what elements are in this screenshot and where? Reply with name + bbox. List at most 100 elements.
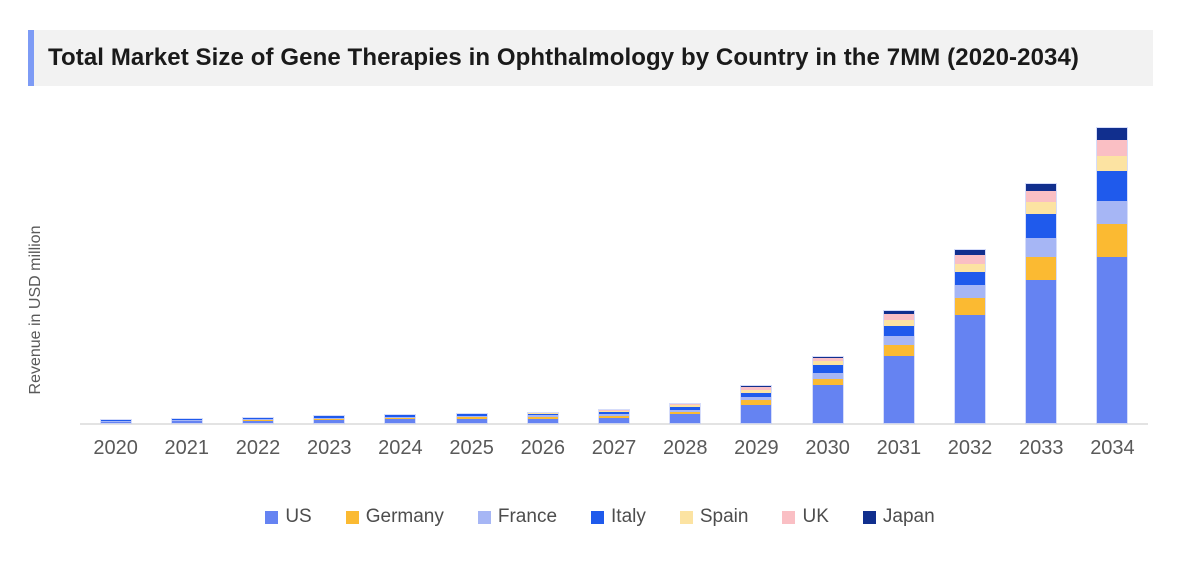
- bar-segment-us-2029[interactable]: [741, 405, 772, 423]
- stacked-bar-2033[interactable]: [1025, 183, 1058, 424]
- bar-segment-japan-2029[interactable]: [741, 386, 772, 387]
- legend-item-japan[interactable]: Japan: [862, 506, 935, 528]
- bar-segment-france-2021[interactable]: [171, 419, 202, 421]
- bar-segment-germany-2026[interactable]: [527, 416, 558, 419]
- bar-segment-us-2032[interactable]: [955, 315, 986, 423]
- stacked-bar-2023[interactable]: [313, 415, 346, 424]
- stacked-bar-2020[interactable]: [99, 419, 132, 424]
- bar-segment-germany-2028[interactable]: [670, 411, 701, 414]
- bar-segment-italy-2020[interactable]: [100, 420, 131, 421]
- bar-segment-italy-2026[interactable]: [527, 413, 558, 416]
- bar-segment-spain-2028[interactable]: [670, 405, 701, 407]
- bar-segment-us-2031[interactable]: [883, 356, 914, 423]
- bar-segment-uk-2027[interactable]: [599, 410, 630, 411]
- stacked-bar-2026[interactable]: [526, 412, 559, 424]
- legend-item-germany[interactable]: Germany: [345, 506, 444, 528]
- stacked-bar-2025[interactable]: [455, 413, 488, 424]
- bar-segment-france-2030[interactable]: [812, 373, 843, 379]
- bar-segment-germany-2033[interactable]: [1026, 257, 1057, 280]
- legend-item-italy[interactable]: Italy: [591, 506, 646, 528]
- bar-segment-us-2022[interactable]: [243, 420, 273, 423]
- bar-segment-italy-2028[interactable]: [670, 406, 701, 410]
- bar-segment-spain-2032[interactable]: [955, 264, 986, 272]
- stacked-bar-2024[interactable]: [384, 414, 417, 424]
- bar-segment-uk-2034[interactable]: [1097, 140, 1128, 156]
- bar-segment-italy-2025[interactable]: [456, 414, 487, 417]
- legend-item-spain[interactable]: Spain: [679, 506, 748, 528]
- bar-segment-germany-2032[interactable]: [955, 298, 986, 315]
- bar-segment-france-2027[interactable]: [599, 414, 630, 416]
- bar-segment-germany-2027[interactable]: [599, 415, 630, 418]
- bar-segment-japan-2032[interactable]: [955, 250, 986, 255]
- bar-segment-italy-2023[interactable]: [314, 416, 345, 418]
- bar-segment-germany-2025[interactable]: [456, 417, 487, 419]
- bar-segment-italy-2034[interactable]: [1097, 171, 1128, 201]
- bar-segment-japan-2028[interactable]: [670, 403, 701, 404]
- bar-segment-spain-2030[interactable]: [812, 361, 843, 365]
- bar-segment-japan-2030[interactable]: [812, 356, 843, 358]
- bar-segment-uk-2032[interactable]: [955, 255, 986, 264]
- bar-segment-france-2020[interactable]: [100, 420, 131, 422]
- bar-segment-france-2031[interactable]: [883, 336, 914, 345]
- bar-segment-italy-2024[interactable]: [385, 415, 416, 417]
- bar-segment-germany-2029[interactable]: [741, 400, 772, 405]
- bar-segment-france-2032[interactable]: [955, 285, 986, 298]
- bar-segment-germany-2031[interactable]: [883, 345, 914, 356]
- bar-segment-us-2020[interactable]: [100, 421, 131, 423]
- bar-segment-us-2021[interactable]: [171, 421, 202, 423]
- bar-segment-spain-2029[interactable]: [741, 389, 772, 393]
- bar-segment-spain-2027[interactable]: [599, 410, 630, 412]
- bar-segment-spain-2034[interactable]: [1097, 156, 1128, 171]
- bar-segment-germany-2023[interactable]: [314, 418, 345, 420]
- bar-segment-italy-2029[interactable]: [741, 392, 772, 397]
- stacked-bar-2021[interactable]: [170, 418, 203, 424]
- bar-segment-italy-2032[interactable]: [955, 272, 986, 285]
- stacked-bar-2030[interactable]: [811, 355, 844, 424]
- bar-segment-japan-2033[interactable]: [1026, 184, 1057, 191]
- stacked-bar-2027[interactable]: [598, 409, 631, 424]
- bar-segment-italy-2033[interactable]: [1026, 214, 1057, 238]
- bar-segment-japan-2034[interactable]: [1097, 128, 1128, 140]
- bar-segment-uk-2029[interactable]: [741, 387, 772, 390]
- bar-segment-france-2022[interactable]: [243, 418, 273, 420]
- bar-segment-france-2026[interactable]: [527, 415, 558, 417]
- bar-segment-france-2028[interactable]: [670, 409, 701, 412]
- bar-segment-us-2030[interactable]: [812, 385, 843, 423]
- stacked-bar-2034[interactable]: [1096, 127, 1129, 424]
- bar-segment-uk-2028[interactable]: [670, 404, 701, 405]
- bar-segment-france-2034[interactable]: [1097, 201, 1128, 224]
- bar-segment-france-2025[interactable]: [456, 416, 487, 418]
- bar-segment-france-2024[interactable]: [385, 416, 416, 418]
- stacked-bar-2031[interactable]: [882, 310, 915, 424]
- stacked-bar-2029[interactable]: [740, 385, 773, 424]
- bar-segment-germany-2024[interactable]: [385, 417, 416, 420]
- legend-item-uk[interactable]: UK: [782, 506, 829, 528]
- bar-segment-france-2033[interactable]: [1026, 238, 1057, 257]
- bar-segment-italy-2021[interactable]: [171, 419, 202, 420]
- bar-segment-france-2023[interactable]: [314, 417, 345, 419]
- legend-item-us[interactable]: US: [265, 506, 312, 528]
- bar-segment-uk-2031[interactable]: [883, 314, 914, 320]
- bar-segment-spain-2031[interactable]: [883, 320, 914, 326]
- bar-segment-germany-2022[interactable]: [243, 419, 273, 421]
- bar-segment-spain-2033[interactable]: [1026, 202, 1057, 214]
- bar-segment-italy-2027[interactable]: [599, 411, 630, 414]
- bar-segment-germany-2030[interactable]: [812, 379, 843, 385]
- bar-segment-us-2023[interactable]: [314, 419, 345, 423]
- bar-segment-italy-2030[interactable]: [812, 365, 843, 373]
- stacked-bar-2028[interactable]: [669, 402, 702, 424]
- bar-segment-us-2026[interactable]: [527, 418, 558, 423]
- bar-segment-uk-2030[interactable]: [812, 358, 843, 361]
- legend-item-france[interactable]: France: [477, 506, 557, 528]
- stacked-bar-2022[interactable]: [242, 416, 274, 425]
- bar-segment-us-2028[interactable]: [670, 414, 701, 423]
- stacked-bar-2032[interactable]: [954, 249, 987, 424]
- bar-segment-italy-2022[interactable]: [243, 418, 273, 419]
- bar-segment-us-2024[interactable]: [385, 419, 416, 423]
- bar-segment-italy-2031[interactable]: [883, 326, 914, 336]
- bar-segment-us-2025[interactable]: [456, 419, 487, 423]
- bar-segment-germany-2034[interactable]: [1097, 224, 1128, 257]
- bar-segment-us-2027[interactable]: [599, 418, 630, 423]
- bar-segment-uk-2033[interactable]: [1026, 191, 1057, 202]
- bar-segment-japan-2031[interactable]: [883, 311, 914, 314]
